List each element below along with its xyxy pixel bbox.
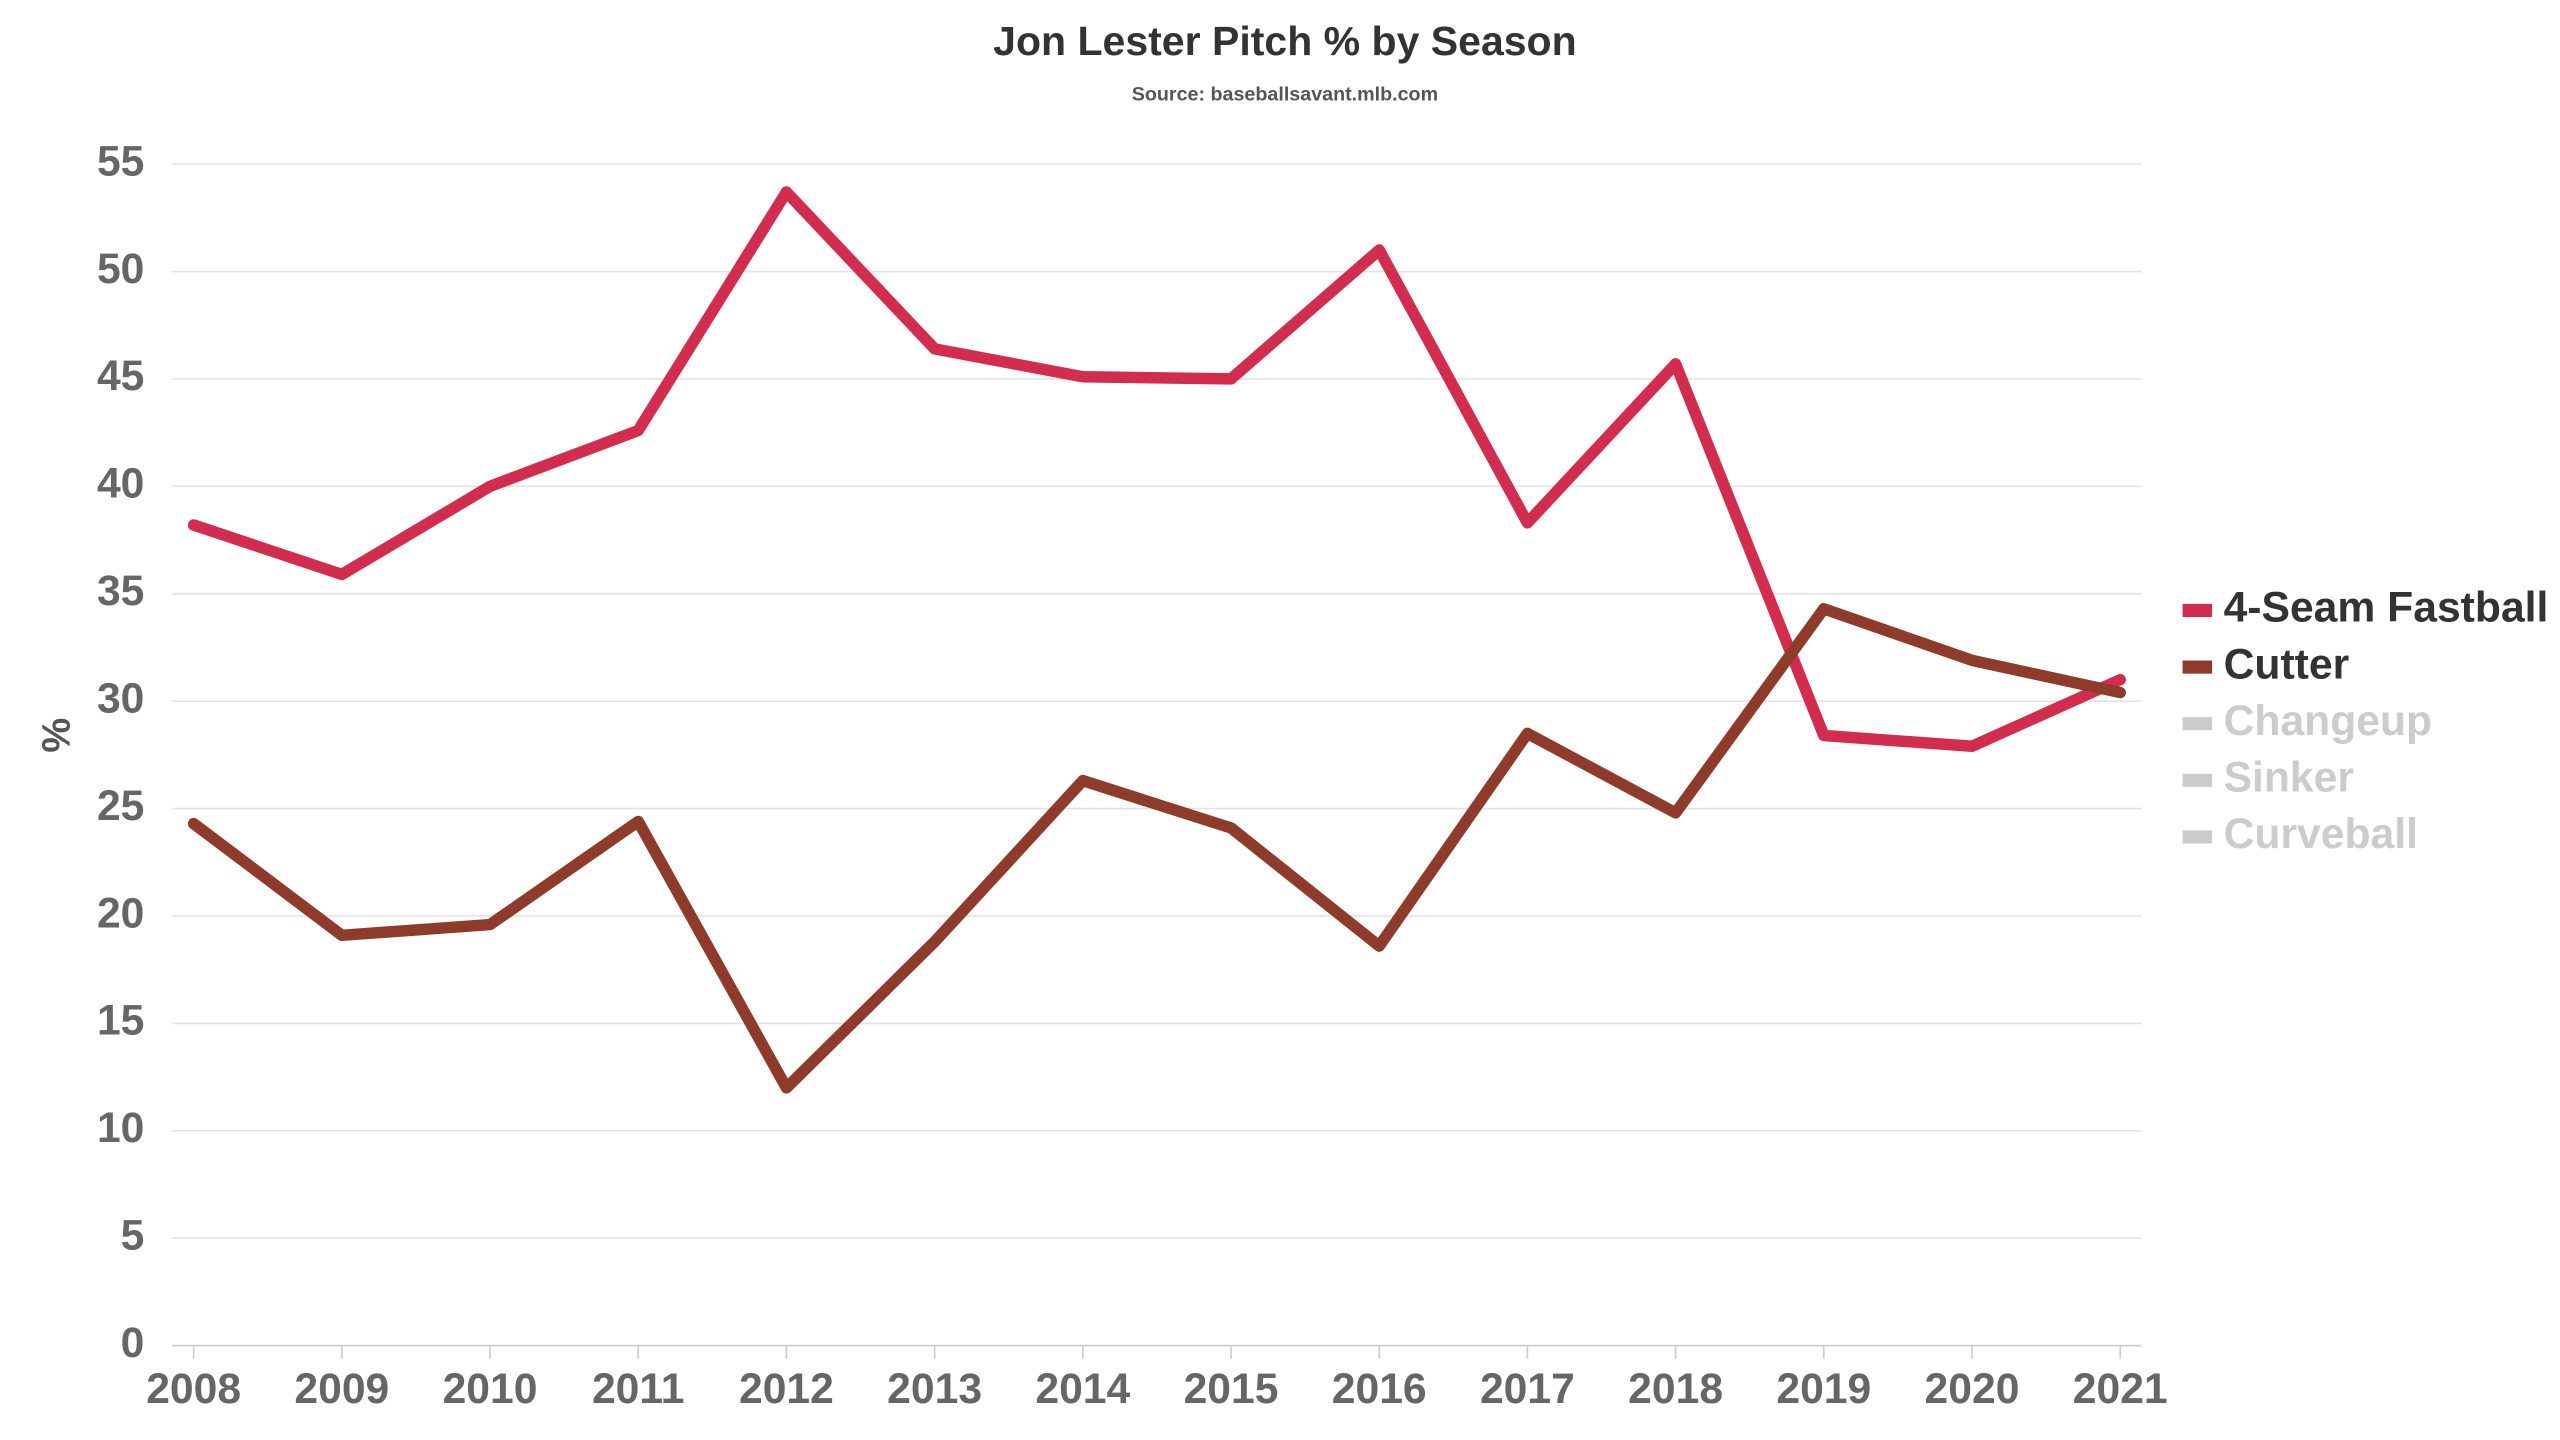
legend-swatch	[2182, 603, 2213, 618]
x-tick-label: 2020	[1925, 1365, 2020, 1413]
x-tick-label: 2011	[592, 1365, 685, 1413]
x-tick-label: 2016	[1332, 1365, 1427, 1413]
chart-subtitle: Source: baseballsavant.mlb.com	[1132, 83, 1438, 105]
y-tick-label: 25	[97, 782, 144, 830]
y-tick-label: 55	[97, 137, 144, 185]
series-line	[187, 603, 2126, 1094]
y-tick-label: 15	[97, 997, 144, 1045]
y-tick-label: 0	[121, 1319, 145, 1367]
y-tick-label: 30	[97, 674, 144, 722]
y-tick-label: 20	[97, 889, 144, 937]
x-tick-label: 2019	[1776, 1365, 1871, 1413]
x-tick-label: 2015	[1184, 1365, 1279, 1413]
x-tick-label: 2017	[1480, 1365, 1575, 1413]
legend-label: Curveball	[2224, 810, 2418, 858]
y-tick-label: 5	[121, 1211, 145, 1259]
legend-swatch	[2182, 830, 2213, 844]
y-tick-label: 50	[97, 245, 144, 293]
series-line	[187, 186, 2126, 753]
legend-swatch	[2182, 773, 2213, 787]
legend-label: 4-Seam Fastball	[2224, 584, 2549, 632]
legend-label: Changeup	[2224, 697, 2433, 745]
legend-swatch	[2182, 717, 2213, 731]
legend-swatch	[2182, 660, 2213, 674]
legend-label: Cutter	[2224, 640, 2350, 688]
x-tick-label: 2021	[2073, 1365, 2168, 1413]
x-tick-label: 2018	[1628, 1365, 1723, 1413]
x-tick-label: 2013	[887, 1365, 982, 1413]
x-tick-label: 2009	[294, 1365, 389, 1413]
legend-label: Sinker	[2224, 754, 2354, 802]
x-tick-label: 2014	[1035, 1365, 1130, 1413]
y-tick-label: 40	[97, 460, 144, 508]
chart-title: Jon Lester Pitch % by Season	[993, 18, 1577, 64]
y-tick-label: 45	[97, 352, 144, 400]
x-tick-label: 2008	[146, 1365, 241, 1413]
y-tick-label: 10	[97, 1104, 144, 1152]
x-tick-label: 2012	[739, 1365, 834, 1413]
x-tick-label: 2010	[443, 1365, 538, 1413]
y-tick-label: 35	[97, 567, 144, 615]
y-axis-label: %	[34, 718, 78, 753]
